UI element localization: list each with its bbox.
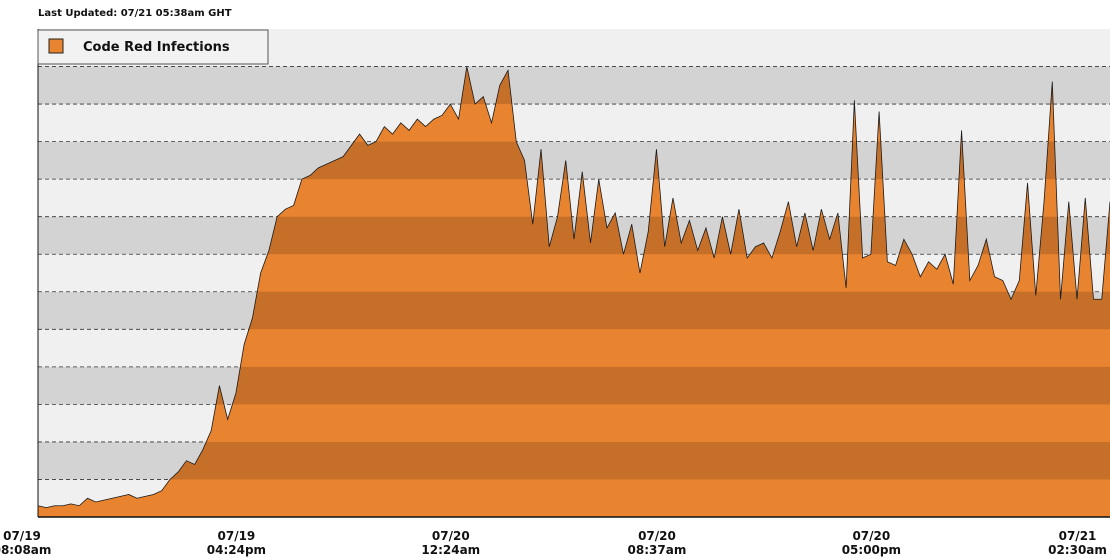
x-tick-label-line: 07/20: [638, 529, 676, 543]
legend-box: [37, 29, 269, 65]
x-tick-label-line: 07/20: [432, 529, 470, 543]
subtitle: Last Updated: 07/21 05:38am GHT: [38, 8, 232, 19]
x-tick-label-line: 07/19: [218, 529, 256, 543]
band: [38, 104, 1110, 142]
x-tick-label: 07/20 05:00pm: [842, 529, 901, 557]
x-tick-label-line: 07/20: [852, 529, 890, 543]
band: [38, 141, 1110, 180]
area-band: [38, 441, 1110, 480]
band: [38, 179, 1110, 217]
legend-swatch: [48, 38, 64, 54]
x-tick-label-line: 05:00pm: [842, 543, 901, 557]
x-tick-label: 07/19 04:24pm: [207, 529, 266, 557]
x-tick-label-line: 08:08am: [0, 543, 51, 557]
area-outline: [37, 66, 1110, 509]
band: [38, 66, 1110, 105]
x-tick-label: 07/20 08:37am: [628, 529, 687, 557]
x-tick-label: 07/20 12:24am: [421, 529, 480, 557]
x-tick-label: 07/1908:08am: [0, 529, 51, 557]
x-tick-label-line: 07/19: [3, 529, 41, 543]
x-tick-label-line: 07/21: [1059, 529, 1097, 543]
x-tick-label-line: 02:30am: [1048, 543, 1107, 557]
x-tick-label: 07/21 02:30am: [1048, 529, 1107, 557]
x-tick-label-line: 08:37am: [628, 543, 687, 557]
x-tick-label-line: 04:24pm: [207, 543, 266, 557]
area: [38, 66, 1110, 517]
x-tick-label-line: 12:24am: [421, 543, 480, 557]
legend-label: Code Red Infections: [83, 40, 230, 55]
legend: Code Red Infections: [37, 29, 269, 65]
